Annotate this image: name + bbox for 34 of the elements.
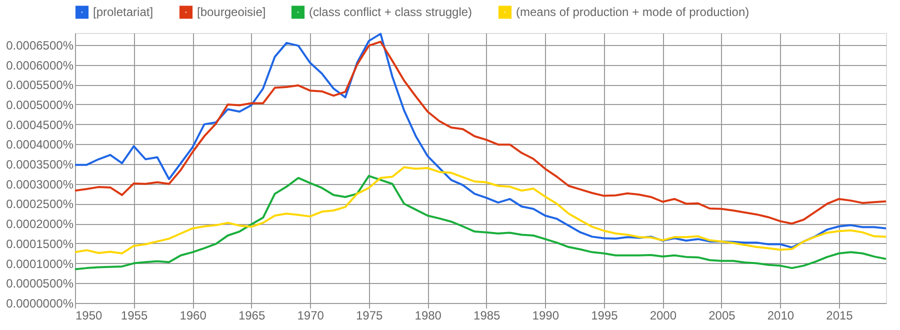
y-tick-label: 0.0002500% <box>6 197 74 212</box>
x-tick-label: 1955 <box>120 308 148 322</box>
x-tick-label: 1970 <box>297 308 324 322</box>
y-tick-label: 0.0006500% <box>6 38 74 52</box>
y-tick-label: 0.0003500% <box>6 158 74 172</box>
y-tick-label: 0.0001000% <box>6 256 74 271</box>
x-tick-label: 2005 <box>708 308 736 322</box>
legend-label: (class conflict + class struggle) <box>309 5 472 20</box>
y-tick-label: 0.0006000% <box>6 58 74 72</box>
x-tick-label: 1990 <box>532 308 560 322</box>
y-tick-label: 0.0005000% <box>6 98 74 112</box>
x-tick-label: 2015 <box>826 308 854 322</box>
x-tick-label: 1995 <box>591 308 618 322</box>
x-tick-label: 1985 <box>474 308 501 322</box>
y-tick-label: 0.0004000% <box>6 138 74 152</box>
legend-label: [bourgeoisie] <box>197 5 266 20</box>
x-tick-label: 1950 <box>76 308 103 322</box>
y-tick-label: 0.0003000% <box>6 177 74 192</box>
x-tick-label: 1960 <box>180 308 207 322</box>
y-tick-label: 0.0001500% <box>6 236 74 251</box>
y-tick-label: 0.0000500% <box>6 276 74 291</box>
x-tick-label: 1975 <box>356 308 384 322</box>
y-tick-label: 0.0004500% <box>6 118 74 132</box>
y-tick-label: 0.0005500% <box>6 78 74 92</box>
y-tick-label: 0.0002000% <box>6 217 74 232</box>
legend-label: [proletariat] <box>93 5 154 20</box>
y-tick-label: 0.0000000% <box>6 296 74 310</box>
legend-label: (means of production + mode of production) <box>516 5 750 20</box>
line-series <box>74 166 887 254</box>
line-series <box>74 174 887 270</box>
x-tick-label: 2000 <box>650 308 677 322</box>
x-tick-label: 1980 <box>414 308 442 322</box>
x-tick-label: 2010 <box>767 308 794 322</box>
x-tick-label: 1965 <box>238 308 266 322</box>
